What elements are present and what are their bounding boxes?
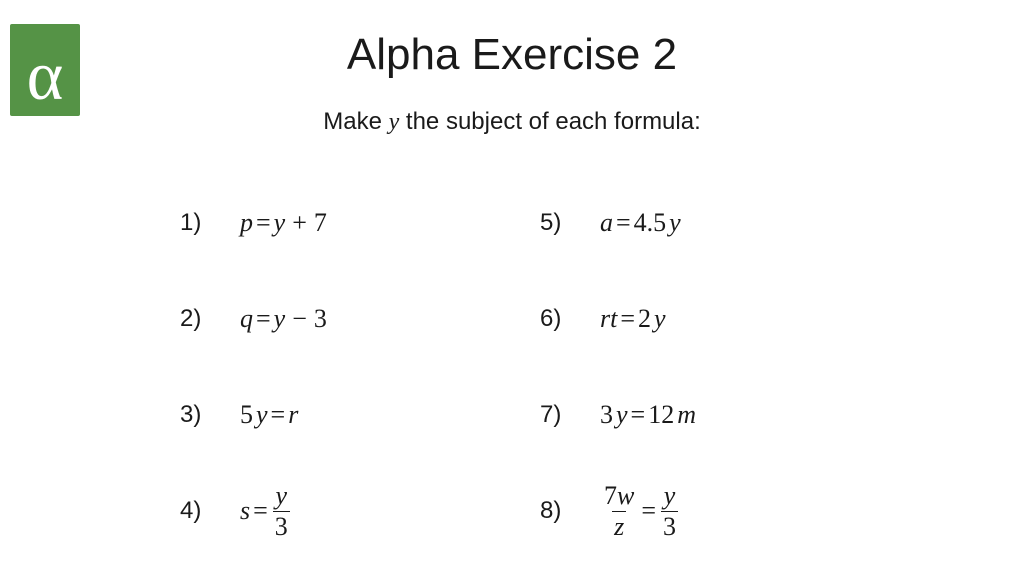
instruction-suffix: the subject of each formula: [399,108,701,135]
problem-number: 3) [180,401,240,429]
instruction-variable: y [389,109,400,135]
fraction: 7w z [602,483,636,540]
problem-number: 1) [180,209,240,237]
page-title: Alpha Exercise 2 [0,30,1024,80]
problem-4: 4) s = y 3 [180,463,500,559]
problem-8: 8) 7w z = y 3 [540,463,860,559]
problem-formula: 7w z = y 3 [600,483,680,540]
problem-formula: rt = 2y [600,304,666,334]
problem-formula: 5y = r [240,400,298,430]
problem-formula: p = y + 7 [240,208,327,238]
fraction: y 3 [273,483,290,540]
problem-formula: a = 4.5y [600,208,681,238]
problem-2: 2) q = y − 3 [180,271,500,367]
problem-number: 7) [540,401,600,429]
problem-number: 8) [540,497,600,525]
problem-number: 6) [540,305,600,333]
problem-3: 3) 5y = r [180,367,500,463]
problem-formula: q = y − 3 [240,304,327,334]
problem-6: 6) rt = 2y [540,271,860,367]
problems-grid: 1) p = y + 7 2) q = y − 3 3) 5y = r 4) s [180,175,860,559]
problem-number: 2) [180,305,240,333]
fraction: y 3 [661,483,678,540]
problem-formula: s = y 3 [240,483,292,540]
problem-7: 7) 3y = 12m [540,367,860,463]
problem-1: 1) p = y + 7 [180,175,500,271]
problem-number: 4) [180,497,240,525]
problem-5: 5) a = 4.5y [540,175,860,271]
problem-formula: 3y = 12m [600,400,696,430]
problem-number: 5) [540,209,600,237]
instruction-prefix: Make [323,108,388,135]
instruction-text: Make y the subject of each formula: [0,108,1024,136]
